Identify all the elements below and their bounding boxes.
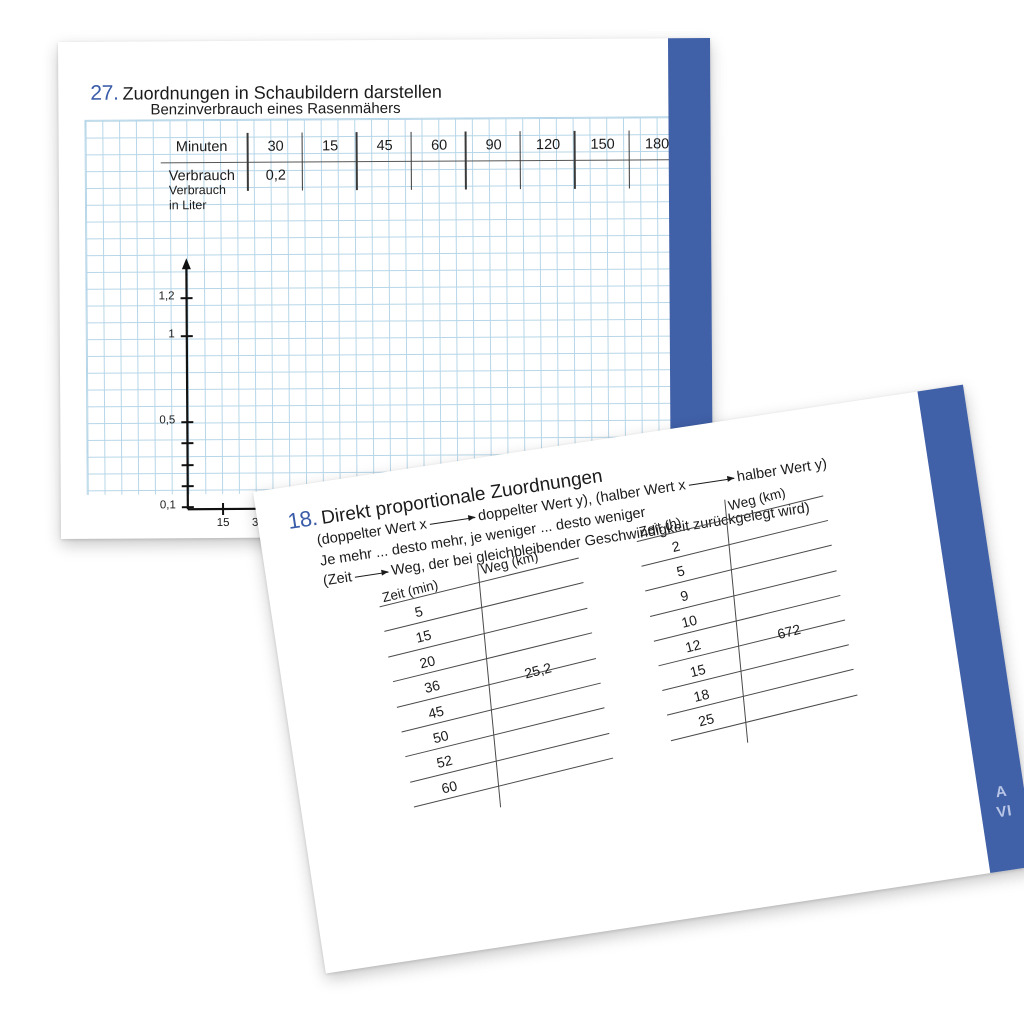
implies-arrow-icon	[354, 568, 389, 581]
def3-pre: (Zeit	[322, 569, 354, 590]
table-cell-distance[interactable]	[741, 540, 809, 557]
x-tick-label: 15	[216, 516, 230, 530]
table-cell-distance[interactable]	[762, 665, 830, 682]
y-axis-line	[185, 267, 189, 510]
implies-arrow-icon	[688, 474, 735, 489]
table-cell-distance[interactable]: 672	[775, 620, 803, 642]
table-cell-distance[interactable]	[489, 579, 557, 596]
implies-arrow-icon	[429, 513, 476, 528]
y-tick-label: 1,2	[158, 290, 175, 303]
table-cell-distance[interactable]	[750, 590, 818, 607]
y-axis-label: Verbrauch in Liter	[168, 182, 226, 213]
y-tick-label: 1	[168, 328, 175, 341]
exercise-number: 18.	[285, 504, 320, 534]
y-tick-label: 0,5	[159, 414, 176, 427]
table-cell-distance[interactable]	[494, 604, 562, 621]
table-cell-distance[interactable]	[520, 755, 588, 772]
table-cell-distance[interactable]: 25,2	[522, 659, 553, 682]
data-table-hours[interactable]: Zeit (h) Weg (km) 2 5 9 10 12 672 15 18 25	[635, 485, 860, 743]
table-cell-distance[interactable]	[737, 516, 805, 533]
data-table-minutes[interactable]: Zeit (min) Weg (km) 5 15 20 36 25,2 45 50 52 60	[377, 549, 615, 808]
index-tab-strip-front: A VI	[917, 384, 1024, 874]
y-tick-label: 0,1	[159, 499, 176, 512]
y-axis-arrowhead	[181, 258, 191, 270]
tab-code-group: A VI	[977, 779, 1024, 826]
table-cell-distance[interactable]	[515, 729, 583, 746]
table-cell-distance[interactable]	[498, 629, 566, 646]
table-cell-distance[interactable]	[511, 704, 579, 721]
